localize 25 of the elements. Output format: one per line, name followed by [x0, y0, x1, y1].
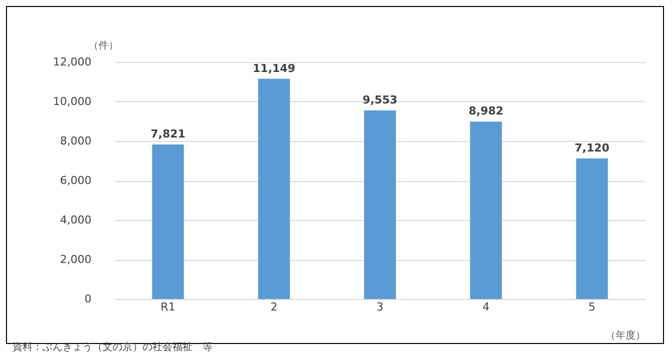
x-tick-label: 2 — [270, 300, 278, 314]
y-tick-label: 6,000 — [60, 174, 92, 187]
y-tick-label: 0 — [84, 292, 92, 306]
text: 資料：ぶんきょう（文の京）の社会福祉 等 — [12, 341, 213, 352]
data-label: 11,149 — [252, 62, 296, 75]
y-tick-label: 8,000 — [60, 134, 92, 148]
bar — [152, 144, 184, 299]
x-tick-label: R1 — [160, 300, 176, 314]
data-label: 7,821 — [150, 128, 186, 141]
x-tick-label: 5 — [588, 300, 596, 314]
x-axis-title: （年度） — [606, 330, 646, 342]
bar — [258, 78, 290, 299]
y-tick-label: 4,000 — [60, 214, 92, 226]
y-tick-label: 10,000 — [53, 95, 92, 108]
y-axis-title: （件） — [88, 40, 118, 52]
x-tick-label: 3 — [376, 300, 384, 314]
bar — [470, 122, 502, 299]
data-label: 7,120 — [574, 141, 610, 154]
y-tick-label: 12,000 — [53, 56, 92, 68]
data-label: 8,982 — [468, 104, 504, 118]
bar — [576, 158, 608, 299]
bar — [364, 110, 396, 299]
y-tick-label: 2,000 — [60, 253, 92, 266]
x-tick-label: 4 — [482, 300, 490, 314]
data-label: 9,553 — [362, 93, 398, 106]
